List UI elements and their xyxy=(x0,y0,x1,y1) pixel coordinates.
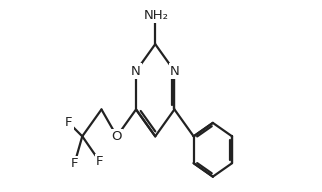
Text: N: N xyxy=(170,65,179,78)
Text: F: F xyxy=(65,116,72,129)
Text: O: O xyxy=(112,130,122,143)
Text: N: N xyxy=(131,65,141,78)
Text: F: F xyxy=(71,157,78,170)
Text: NH₂: NH₂ xyxy=(144,9,169,22)
Text: F: F xyxy=(96,155,103,168)
